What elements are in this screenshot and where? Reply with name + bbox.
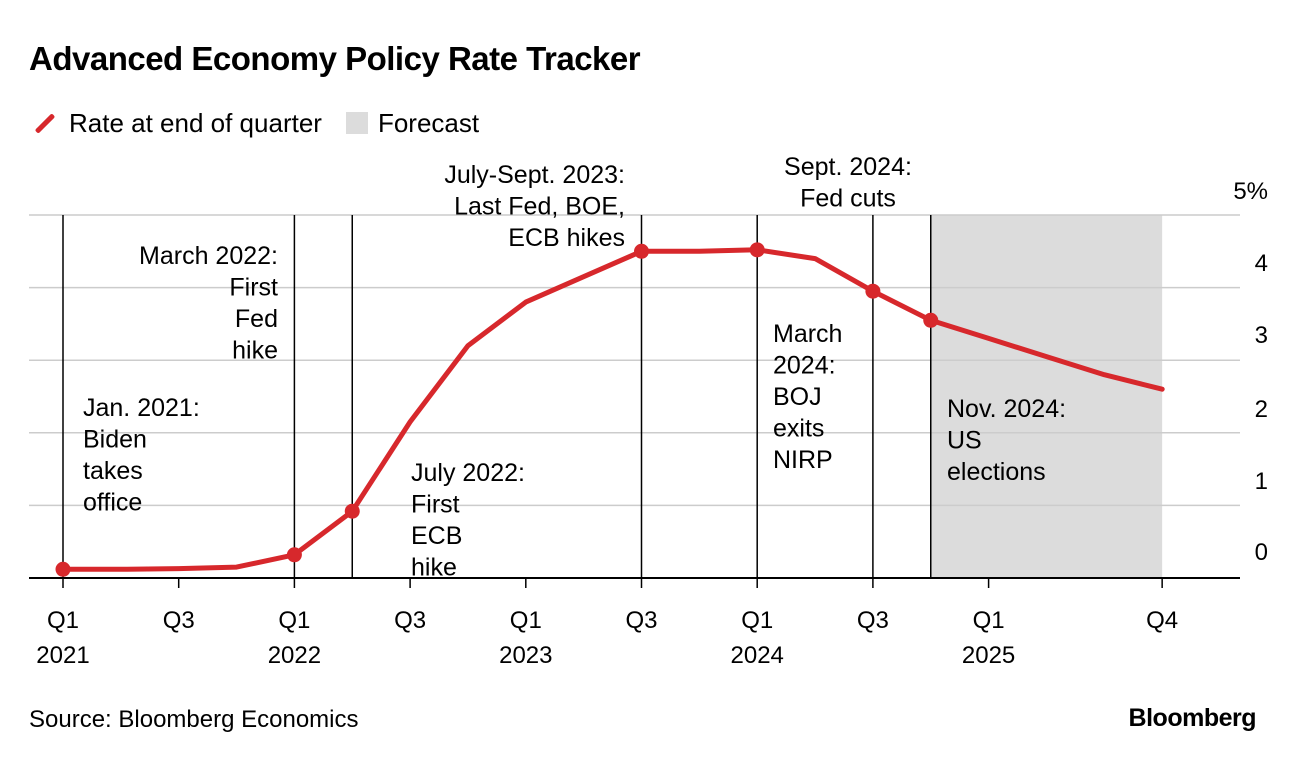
y-tick-label: 2 <box>1255 396 1268 423</box>
x-tick-label: Q3 <box>163 607 195 634</box>
legend: Rate at end of quarter Forecast <box>29 106 479 140</box>
annotation-line: US <box>947 427 982 455</box>
x-tick-year-label: 2025 <box>962 642 1015 669</box>
rate-line <box>60 247 1165 572</box>
annotation-line: March <box>773 320 842 348</box>
rate-point <box>344 503 360 519</box>
x-tick-label: Q1 <box>47 607 79 634</box>
source-note: Source: Bloomberg Economics <box>29 706 359 733</box>
y-tick-label: 3 <box>1255 322 1268 349</box>
annotation-line: Biden <box>83 426 147 454</box>
annotation-fed-hike: March 2022: First Fed hike <box>139 242 278 365</box>
x-tick-year-label: 2021 <box>36 642 89 669</box>
legend-rate-label: Rate at end of quarter <box>69 107 322 138</box>
annotation-line: ECB hikes <box>508 224 625 252</box>
x-tick-label: Q3 <box>625 607 657 634</box>
y-tick-label: 5% <box>1233 178 1268 205</box>
annotation-line: ECB <box>411 522 462 550</box>
annotation-line: Fed <box>235 305 278 333</box>
annotation-boj: March 2024: BOJ exits NIRP <box>773 320 842 474</box>
x-tick-label: Q1 <box>741 607 773 634</box>
annotation-line: March 2022: <box>139 242 278 270</box>
x-tick-year-label: 2023 <box>499 642 552 669</box>
y-tick-label: 4 <box>1255 250 1268 277</box>
annotation-line: 2024: <box>773 352 836 380</box>
annotation-line: BOJ <box>773 383 822 411</box>
annotation-line: Jan. 2021: <box>83 394 200 422</box>
annotation-line: July-Sept. 2023: <box>444 161 625 189</box>
annotation-line: July 2022: <box>411 459 525 487</box>
annotation-line: exits <box>773 415 824 443</box>
rate-point <box>634 243 649 259</box>
annotation-line: hike <box>411 554 457 582</box>
rate-point <box>286 547 302 563</box>
chart-title: Advanced Economy Policy Rate Tracker <box>29 40 641 77</box>
x-tick-label: Q1 <box>973 607 1005 634</box>
x-tick-label: Q3 <box>857 607 889 634</box>
rate-point <box>55 561 71 577</box>
annotation-line: Sept. 2024: <box>784 153 912 181</box>
y-tick-label: 0 <box>1255 539 1268 566</box>
legend-forecast-label: Forecast <box>377 107 480 138</box>
annotation-line: NIRP <box>773 446 833 474</box>
x-tick-label: Q1 <box>510 607 542 634</box>
x-tick-year-label: 2024 <box>731 642 784 669</box>
annotation-line: First <box>411 491 460 519</box>
x-tick-label: Q3 <box>394 607 426 634</box>
annotation-ecb-hike: July 2022: First ECB hike <box>411 459 525 582</box>
annotation-last-hikes: July-Sept. 2023: Last Fed, BOE, ECB hikes <box>444 161 625 252</box>
annotation-line: Fed cuts <box>800 185 896 213</box>
annotation-line: elections <box>947 458 1046 486</box>
legend-forecast-swatch <box>345 112 368 134</box>
annotation-biden: Jan. 2021: Biden takes office <box>83 394 200 517</box>
x-tick-year-label: 2022 <box>268 642 321 669</box>
annotation-line: hike <box>232 337 278 365</box>
y-tick-label: 1 <box>1255 468 1268 495</box>
annotation-line: takes <box>83 457 143 485</box>
annotation-line: office <box>83 489 142 517</box>
annotation-fed-cuts: Sept. 2024: Fed cuts <box>784 153 912 213</box>
annotation-elections: Nov. 2024: US elections <box>947 395 1066 486</box>
x-tick-label: Q4 <box>1146 607 1178 634</box>
brand-logo: Bloomberg <box>1128 704 1257 732</box>
forecast-region <box>930 215 1163 578</box>
rate-point <box>923 312 939 328</box>
annotation-line: Last Fed, BOE, <box>454 193 625 221</box>
x-tick-label: Q1 <box>278 607 310 634</box>
rate-point <box>749 242 765 258</box>
rate-point <box>865 283 881 299</box>
annotation-line: First <box>229 274 278 302</box>
annotation-line: Nov. 2024: <box>947 395 1066 423</box>
